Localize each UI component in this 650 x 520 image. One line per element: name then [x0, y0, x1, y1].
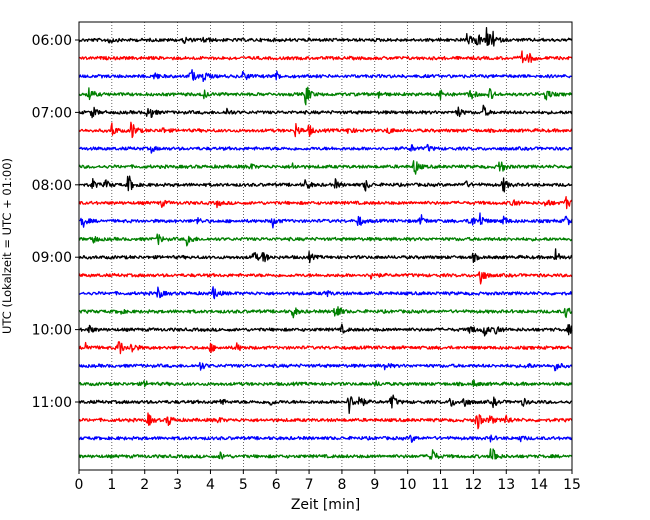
x-tick-label-13: 13 [497, 477, 515, 493]
seismic-traces [78, 26, 573, 460]
trace-1030 [78, 361, 573, 372]
x-tick-label-2: 2 [140, 477, 149, 493]
x-tick-label-8: 8 [337, 477, 346, 493]
y-tick-label-0800: 08:00 [32, 178, 72, 194]
x-tick-label-6: 6 [272, 477, 281, 493]
trace-0830 [78, 212, 573, 229]
trace-1045 [78, 379, 573, 388]
x-tick-label-1: 1 [107, 477, 116, 493]
plot-frame [78, 21, 573, 471]
trace-0715 [78, 121, 573, 139]
trace-1145 [78, 448, 573, 460]
x-tick-label-10: 10 [399, 477, 417, 493]
trace-0600 [78, 26, 573, 47]
trace-0815 [78, 196, 573, 210]
x-tick-label-11: 11 [432, 477, 450, 493]
trace-0730 [78, 143, 573, 154]
trace-0915 [78, 271, 573, 285]
axis-ticks: 0 1 2 3 4 5 6 7 8 9 10 11 12 13 14 1506:0007:0008:0009:… [32, 33, 581, 493]
x-tick-label-0: 0 [75, 477, 84, 493]
trace-1100 [78, 394, 573, 414]
x-axis-label: Zeit [min] [291, 497, 360, 513]
x-tick-label-15: 15 [563, 477, 581, 493]
x-tick-label-3: 3 [173, 477, 182, 493]
y-axis-label: UTC (Lokalzeit = UTC + 01:00) [0, 158, 14, 334]
trace-0615 [78, 50, 573, 64]
trace-1000 [78, 323, 573, 337]
y-tick-label-1100: 11:00 [32, 395, 72, 411]
y-tick-label-1000: 10:00 [32, 323, 72, 339]
trace-0900 [78, 248, 573, 264]
trace-0700 [78, 104, 573, 119]
x-tick-label-14: 14 [530, 477, 548, 493]
trace-0945 [79, 306, 573, 319]
x-tick-label-4: 4 [206, 477, 215, 493]
trace-1130 [78, 434, 573, 443]
y-tick-label-0900: 09:00 [32, 250, 72, 266]
x-tick-label-12: 12 [464, 477, 482, 493]
trace-1115 [78, 412, 573, 430]
trace-0800 [78, 175, 573, 193]
x-tick-label-9: 9 [370, 477, 379, 493]
trace-0745 [78, 160, 573, 175]
x-tick-label-5: 5 [239, 477, 248, 493]
y-tick-label-0600: 06:00 [32, 33, 72, 49]
trace-0630 [78, 69, 573, 83]
trace-0930 [78, 286, 573, 300]
trace-0845 [78, 233, 573, 247]
y-tick-label-0700: 07:00 [32, 105, 72, 121]
trace-1015 [78, 341, 573, 355]
x-tick-label-7: 7 [305, 477, 314, 493]
trace-0645 [78, 86, 573, 106]
